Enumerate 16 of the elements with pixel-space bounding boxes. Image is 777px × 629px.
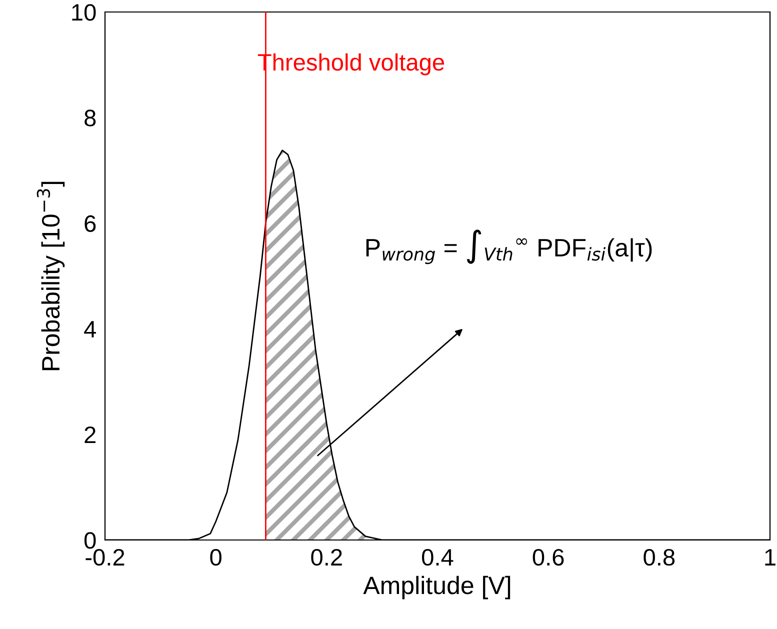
y-axis-title: Probability [10$^{−3}$]	[36, 182, 65, 370]
y-tick-label: 4	[84, 321, 96, 338]
x-tick-label: 0.8	[644, 548, 675, 566]
x-tick-label: 0.2	[311, 548, 342, 566]
y-tick-label: 0	[84, 532, 96, 549]
y-tick-label: 2	[84, 426, 96, 443]
x-tick-label: 0.6	[532, 548, 564, 566]
x-axis-title: Amplitude [V]	[363, 576, 510, 600]
x-tick-label: -0.2	[86, 548, 124, 566]
x-tick-label: 0.4	[422, 548, 454, 566]
y-tick-label: 10	[72, 4, 96, 21]
annotation: P$_{wrong}$ = ∫$_{Vth}$$^{∞}$ PDF$_{isi}$(a|τ)	[366, 230, 652, 264]
x-tick-label: 0	[210, 548, 222, 566]
x-tick-label: 1	[765, 549, 776, 566]
y-tick-label: 6	[84, 215, 96, 232]
y-tick-label: 8	[84, 110, 96, 126]
